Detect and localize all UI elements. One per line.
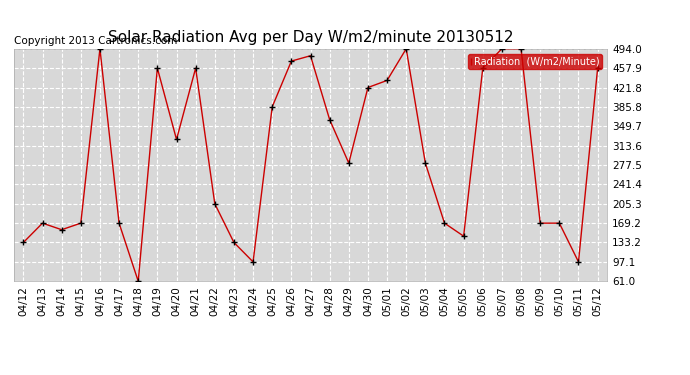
Legend: Radiation  (W/m2/Minute): Radiation (W/m2/Minute) <box>468 54 602 69</box>
Title: Solar Radiation Avg per Day W/m2/minute 20130512: Solar Radiation Avg per Day W/m2/minute … <box>108 30 513 45</box>
Text: Copyright 2013 Cartronics.com: Copyright 2013 Cartronics.com <box>14 36 177 46</box>
